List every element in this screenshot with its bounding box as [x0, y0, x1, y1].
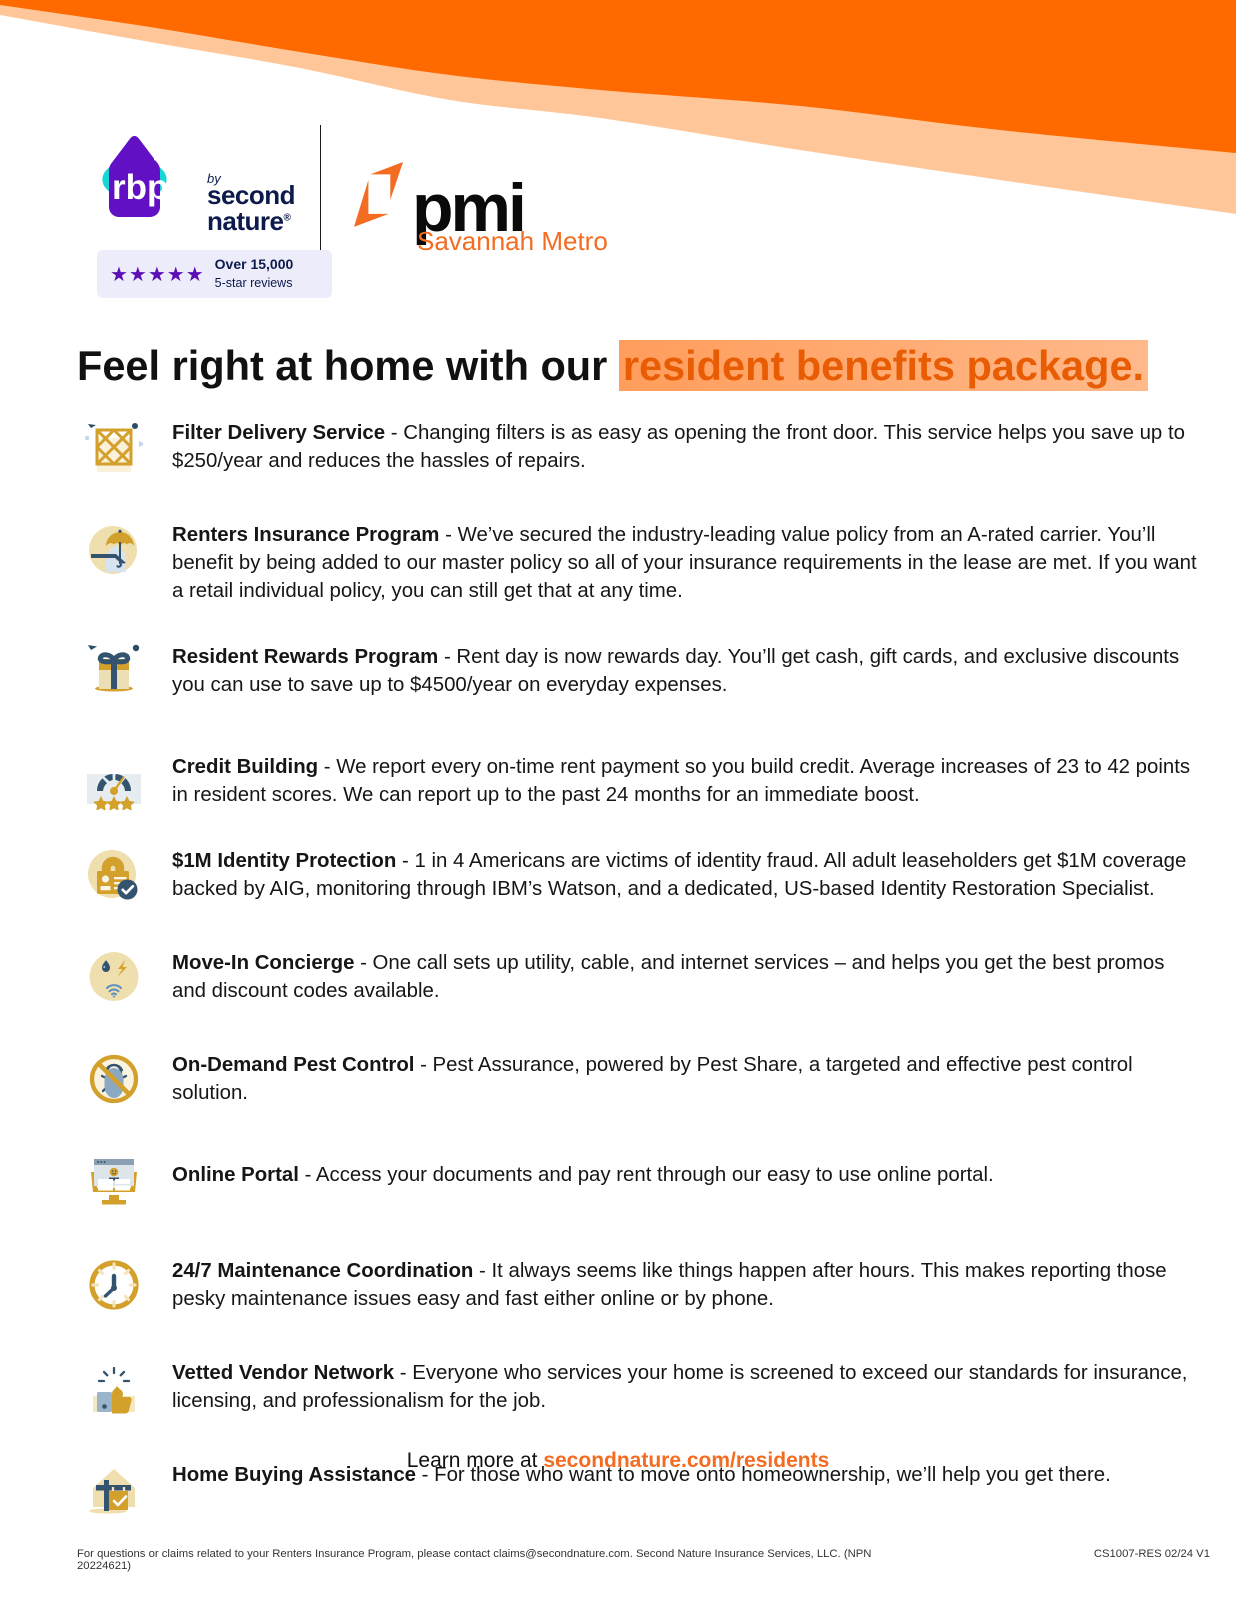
- svg-text:Savannah Metro: Savannah Metro: [417, 226, 608, 253]
- svg-text:rbp: rbp: [112, 168, 168, 207]
